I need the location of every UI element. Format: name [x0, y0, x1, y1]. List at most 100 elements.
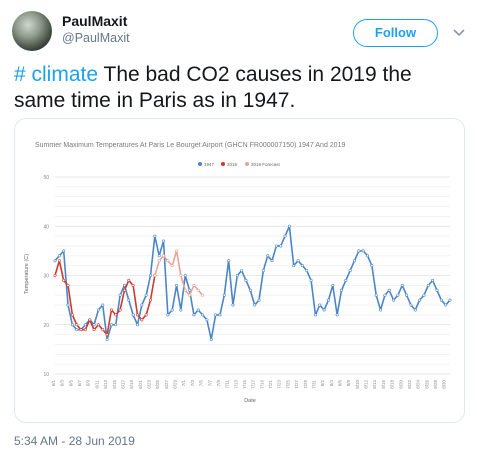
data-point: [270, 259, 274, 263]
x-tick-label: 8/8: [346, 380, 351, 387]
data-point: [62, 278, 66, 282]
data-point: [83, 323, 87, 327]
data-point: [214, 313, 218, 317]
data-point: [201, 293, 205, 297]
data-point: [231, 303, 235, 307]
data-point: [344, 278, 348, 282]
data-point: [140, 303, 144, 307]
x-tick-label: 7/31: [311, 380, 316, 389]
data-point: [366, 254, 370, 258]
data-point: [96, 323, 100, 327]
data-point: [140, 318, 144, 322]
y-axis: 10 20 30 40 50: [43, 175, 49, 378]
data-point: [326, 298, 330, 302]
data-point: [79, 328, 83, 332]
x-tick-label: 8/4: [329, 380, 334, 387]
x-tick-label: 6/17: [120, 380, 125, 389]
data-point: [101, 328, 105, 332]
data-point: [439, 298, 443, 302]
data-point: [331, 283, 335, 287]
timestamp: 5:34 AM - 28 Jun 2019: [14, 434, 135, 448]
x-tick-label: 7/13: [233, 380, 238, 389]
data-point: [335, 313, 339, 317]
x-tick-label: 7/11: [225, 380, 230, 389]
data-point: [322, 308, 326, 312]
data-point: [192, 283, 196, 287]
x-tick-label: 6/13: [103, 380, 108, 389]
legend-marker: [245, 162, 249, 166]
data-point: [227, 259, 231, 263]
data-point: [153, 274, 157, 278]
data-point: [75, 323, 79, 327]
data-point: [62, 249, 66, 253]
data-point: [66, 303, 70, 307]
data-point: [118, 293, 122, 297]
x-tick-label: 6/27: [164, 380, 169, 389]
data-point: [114, 313, 118, 317]
user-name[interactable]: PaulMaxit: [62, 13, 128, 29]
series-line-0: [54, 225, 451, 341]
data-point: [118, 308, 122, 312]
x-tick-label: 6/21: [138, 380, 143, 389]
data-point: [179, 274, 183, 278]
data-point: [357, 249, 361, 253]
data-point: [196, 288, 200, 292]
x-tick-label: 8/2: [320, 380, 325, 387]
data-point: [387, 288, 391, 292]
data-point: [318, 303, 322, 307]
data-point: [166, 313, 170, 317]
data-point: [287, 224, 291, 228]
data-point: [313, 313, 317, 317]
legend-marker: [198, 162, 202, 166]
tweet-media[interactable]: Summer Maximum Temperatures At Paris Le …: [14, 118, 465, 423]
data-point: [218, 313, 222, 317]
data-point: [209, 338, 213, 342]
y-tick-label: 50: [43, 175, 49, 181]
data-point: [157, 259, 161, 263]
follow-button[interactable]: Follow: [353, 19, 438, 47]
avatar[interactable]: [12, 11, 52, 51]
data-point: [274, 244, 278, 248]
data-point: [339, 288, 343, 292]
data-point: [75, 328, 79, 332]
x-tick-label: 8/10: [355, 380, 360, 389]
data-point: [244, 278, 248, 282]
data-point: [222, 293, 226, 297]
data-point: [179, 308, 183, 312]
x-tick-label: 7/1: [181, 380, 186, 387]
data-point: [448, 298, 452, 302]
data-point: [170, 308, 174, 312]
data-point: [418, 298, 422, 302]
data-point: [300, 264, 304, 268]
data-point: [196, 308, 200, 312]
data-point: [96, 308, 100, 312]
data-point: [162, 239, 166, 243]
x-tick-label: 7/9: [216, 380, 221, 387]
user-handle[interactable]: @PaulMaxit: [62, 31, 130, 45]
series-line-2: [154, 250, 204, 296]
x-tick-label: 6/29: [173, 380, 178, 389]
x-tick-label: 7/15: [242, 380, 247, 389]
data-point: [431, 278, 435, 282]
chevron-down-icon[interactable]: [451, 24, 467, 40]
x-tick-label: 8/12: [364, 380, 369, 389]
data-point: [101, 303, 105, 307]
data-point: [422, 293, 426, 297]
data-point: [201, 313, 205, 317]
data-point: [309, 278, 313, 282]
data-point: [127, 298, 131, 302]
x-tick-label: 8/6: [337, 380, 342, 387]
data-point: [92, 328, 96, 332]
data-point: [305, 269, 309, 273]
data-point: [109, 323, 113, 327]
data-point: [426, 283, 430, 287]
data-point: [66, 283, 70, 287]
x-tick-label: 8/30: [442, 380, 447, 389]
y-axis-label: Temperature (C): [24, 254, 30, 294]
tweet-body: The bad CO2 causes in 2019 the same time…: [14, 63, 412, 112]
data-point: [131, 313, 135, 317]
data-point: [170, 264, 174, 268]
data-point: [413, 308, 417, 312]
hashtag-link[interactable]: # climate: [14, 63, 99, 86]
data-point: [144, 293, 148, 297]
